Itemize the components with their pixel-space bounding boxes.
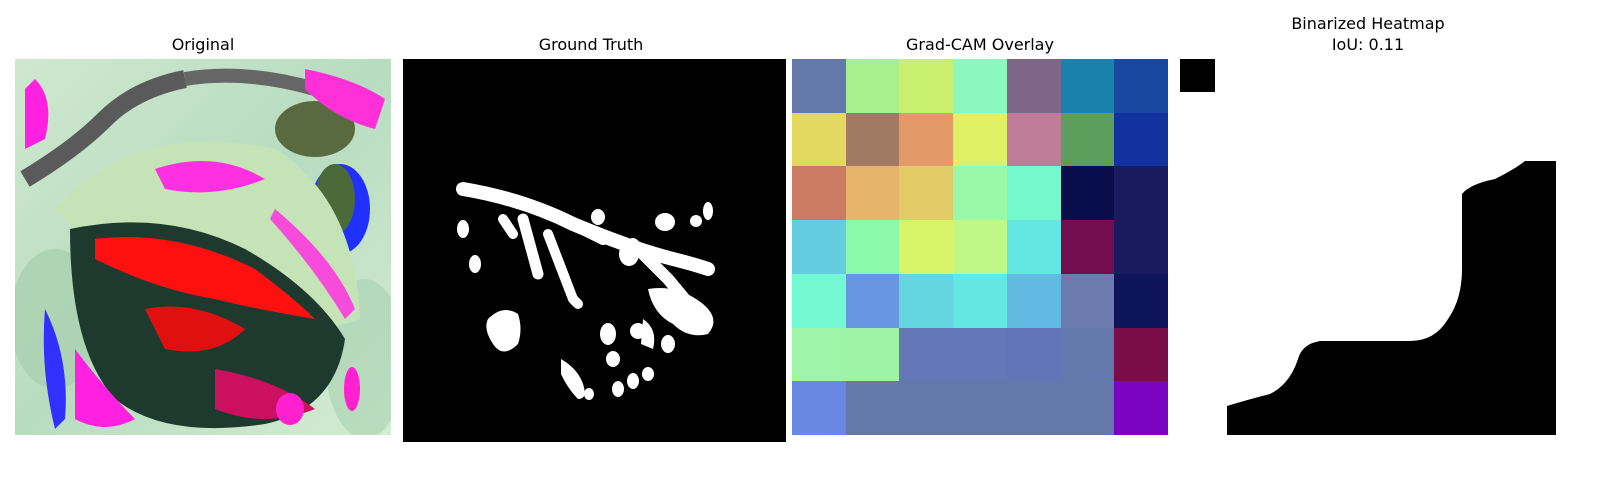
heatmap-cell	[792, 327, 846, 382]
heatmap-cell	[953, 166, 1007, 221]
original-title: Original	[171, 35, 235, 54]
heatmap-cell	[792, 112, 846, 167]
iou-subtitle: IoU: 0.11	[1331, 35, 1405, 54]
heatmap-cell	[953, 59, 1007, 113]
mask-region-main	[1227, 161, 1556, 435]
heatmap-cell	[845, 166, 900, 221]
binarized-title: Binarized Heatmap	[1291, 14, 1445, 33]
heatmap-cell	[1006, 59, 1061, 113]
heatmap-cell	[792, 273, 846, 328]
heatmap-cell	[1006, 327, 1061, 382]
heatmap-cell	[899, 59, 954, 113]
heatmap-cell	[845, 273, 900, 328]
heatmap-cell	[1060, 112, 1115, 167]
heatmap-cell	[1114, 166, 1168, 221]
heatmap-cell	[1114, 59, 1168, 113]
heatmap-cell	[845, 59, 900, 113]
heatmap-cell	[1060, 273, 1115, 328]
heatmap-cell	[792, 166, 846, 221]
heatmap-cell	[1060, 327, 1115, 382]
gradcam-title: Grad-CAM Overlay	[906, 35, 1054, 54]
heatmap-cell	[1114, 220, 1168, 274]
heatmap-cell	[1060, 59, 1115, 113]
heatmap-cell	[953, 381, 1007, 435]
heatmap-cell	[1114, 112, 1168, 167]
original-image	[15, 59, 398, 442]
heatmap-cell	[899, 327, 954, 382]
heatmap-cell	[899, 166, 954, 221]
heatmap-cell	[899, 381, 954, 435]
heatmap-cell	[899, 273, 954, 328]
heatmap-cell	[1006, 273, 1061, 328]
heatmap-cell	[953, 220, 1007, 274]
heatmap-cell	[1114, 381, 1168, 435]
heatmap-cell	[845, 112, 900, 167]
heatmap-cell	[899, 220, 954, 274]
heatmap-cell	[1114, 327, 1168, 382]
heatmap-cell	[1060, 166, 1115, 221]
ground-truth-mask	[403, 59, 786, 442]
heatmap-cell	[845, 220, 900, 274]
heatmap-cell	[792, 220, 846, 274]
heatmap-cell	[1006, 166, 1061, 221]
mask-region-topleft	[1180, 59, 1215, 92]
gradcam-heatmap	[792, 59, 1168, 435]
heatmap-cell	[845, 381, 900, 435]
heatmap-cell	[845, 327, 900, 382]
heatmap-cell	[1114, 273, 1168, 328]
heatmap-cell	[1060, 220, 1115, 274]
heatmap-cell	[792, 381, 846, 435]
heatmap-cell	[899, 112, 954, 167]
heatmap-cell	[953, 112, 1007, 167]
heatmap-cell	[1060, 381, 1115, 435]
heatmap-cell	[1006, 112, 1061, 167]
heatmap-cell	[1006, 381, 1061, 435]
heatmap-cell	[792, 59, 846, 113]
heatmap-cell	[953, 273, 1007, 328]
heatmap-cell	[1006, 220, 1061, 274]
heatmap-cell	[953, 327, 1007, 382]
binarized-mask	[1180, 59, 1556, 435]
ground-truth-title: Ground Truth	[538, 35, 644, 54]
